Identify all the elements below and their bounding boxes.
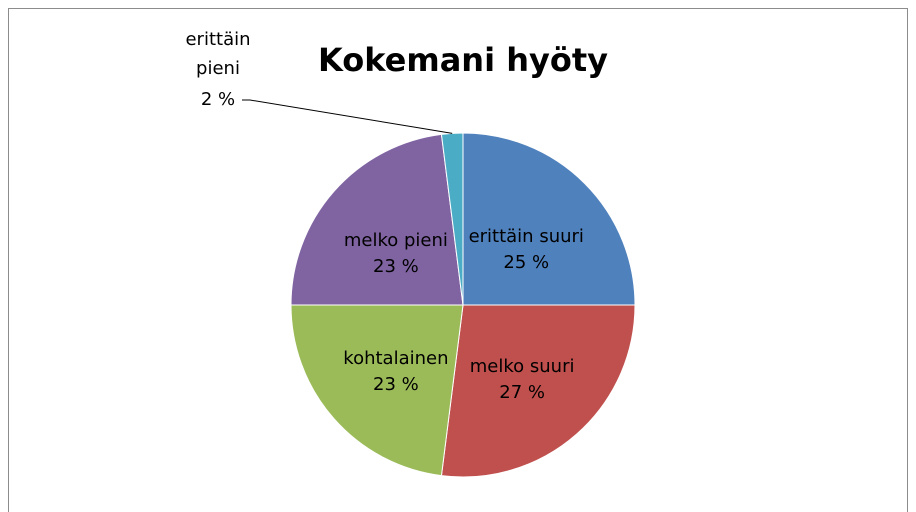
pie-slice bbox=[290, 133, 464, 306]
slice-label: erittäin suuri bbox=[469, 226, 584, 247]
slice-value: 2 % bbox=[201, 89, 235, 110]
pie-slice bbox=[462, 132, 636, 306]
pie-slice bbox=[440, 304, 636, 478]
slice-label: kohtalainen bbox=[343, 348, 448, 369]
slice-value: 23 % bbox=[373, 374, 419, 395]
slice-label: melko suuri bbox=[470, 356, 575, 377]
leader-line bbox=[242, 99, 453, 134]
pie-slice bbox=[440, 132, 464, 306]
slice-label: erittäin pieni bbox=[185, 29, 250, 79]
slice-value: 27 % bbox=[499, 382, 545, 403]
chart-title: Kokemani hyöty bbox=[318, 41, 608, 79]
slice-label: melko pieni bbox=[344, 230, 448, 251]
pie-slice bbox=[290, 304, 464, 477]
slice-value: 23 % bbox=[373, 256, 419, 277]
slice-value: 25 % bbox=[503, 252, 549, 273]
